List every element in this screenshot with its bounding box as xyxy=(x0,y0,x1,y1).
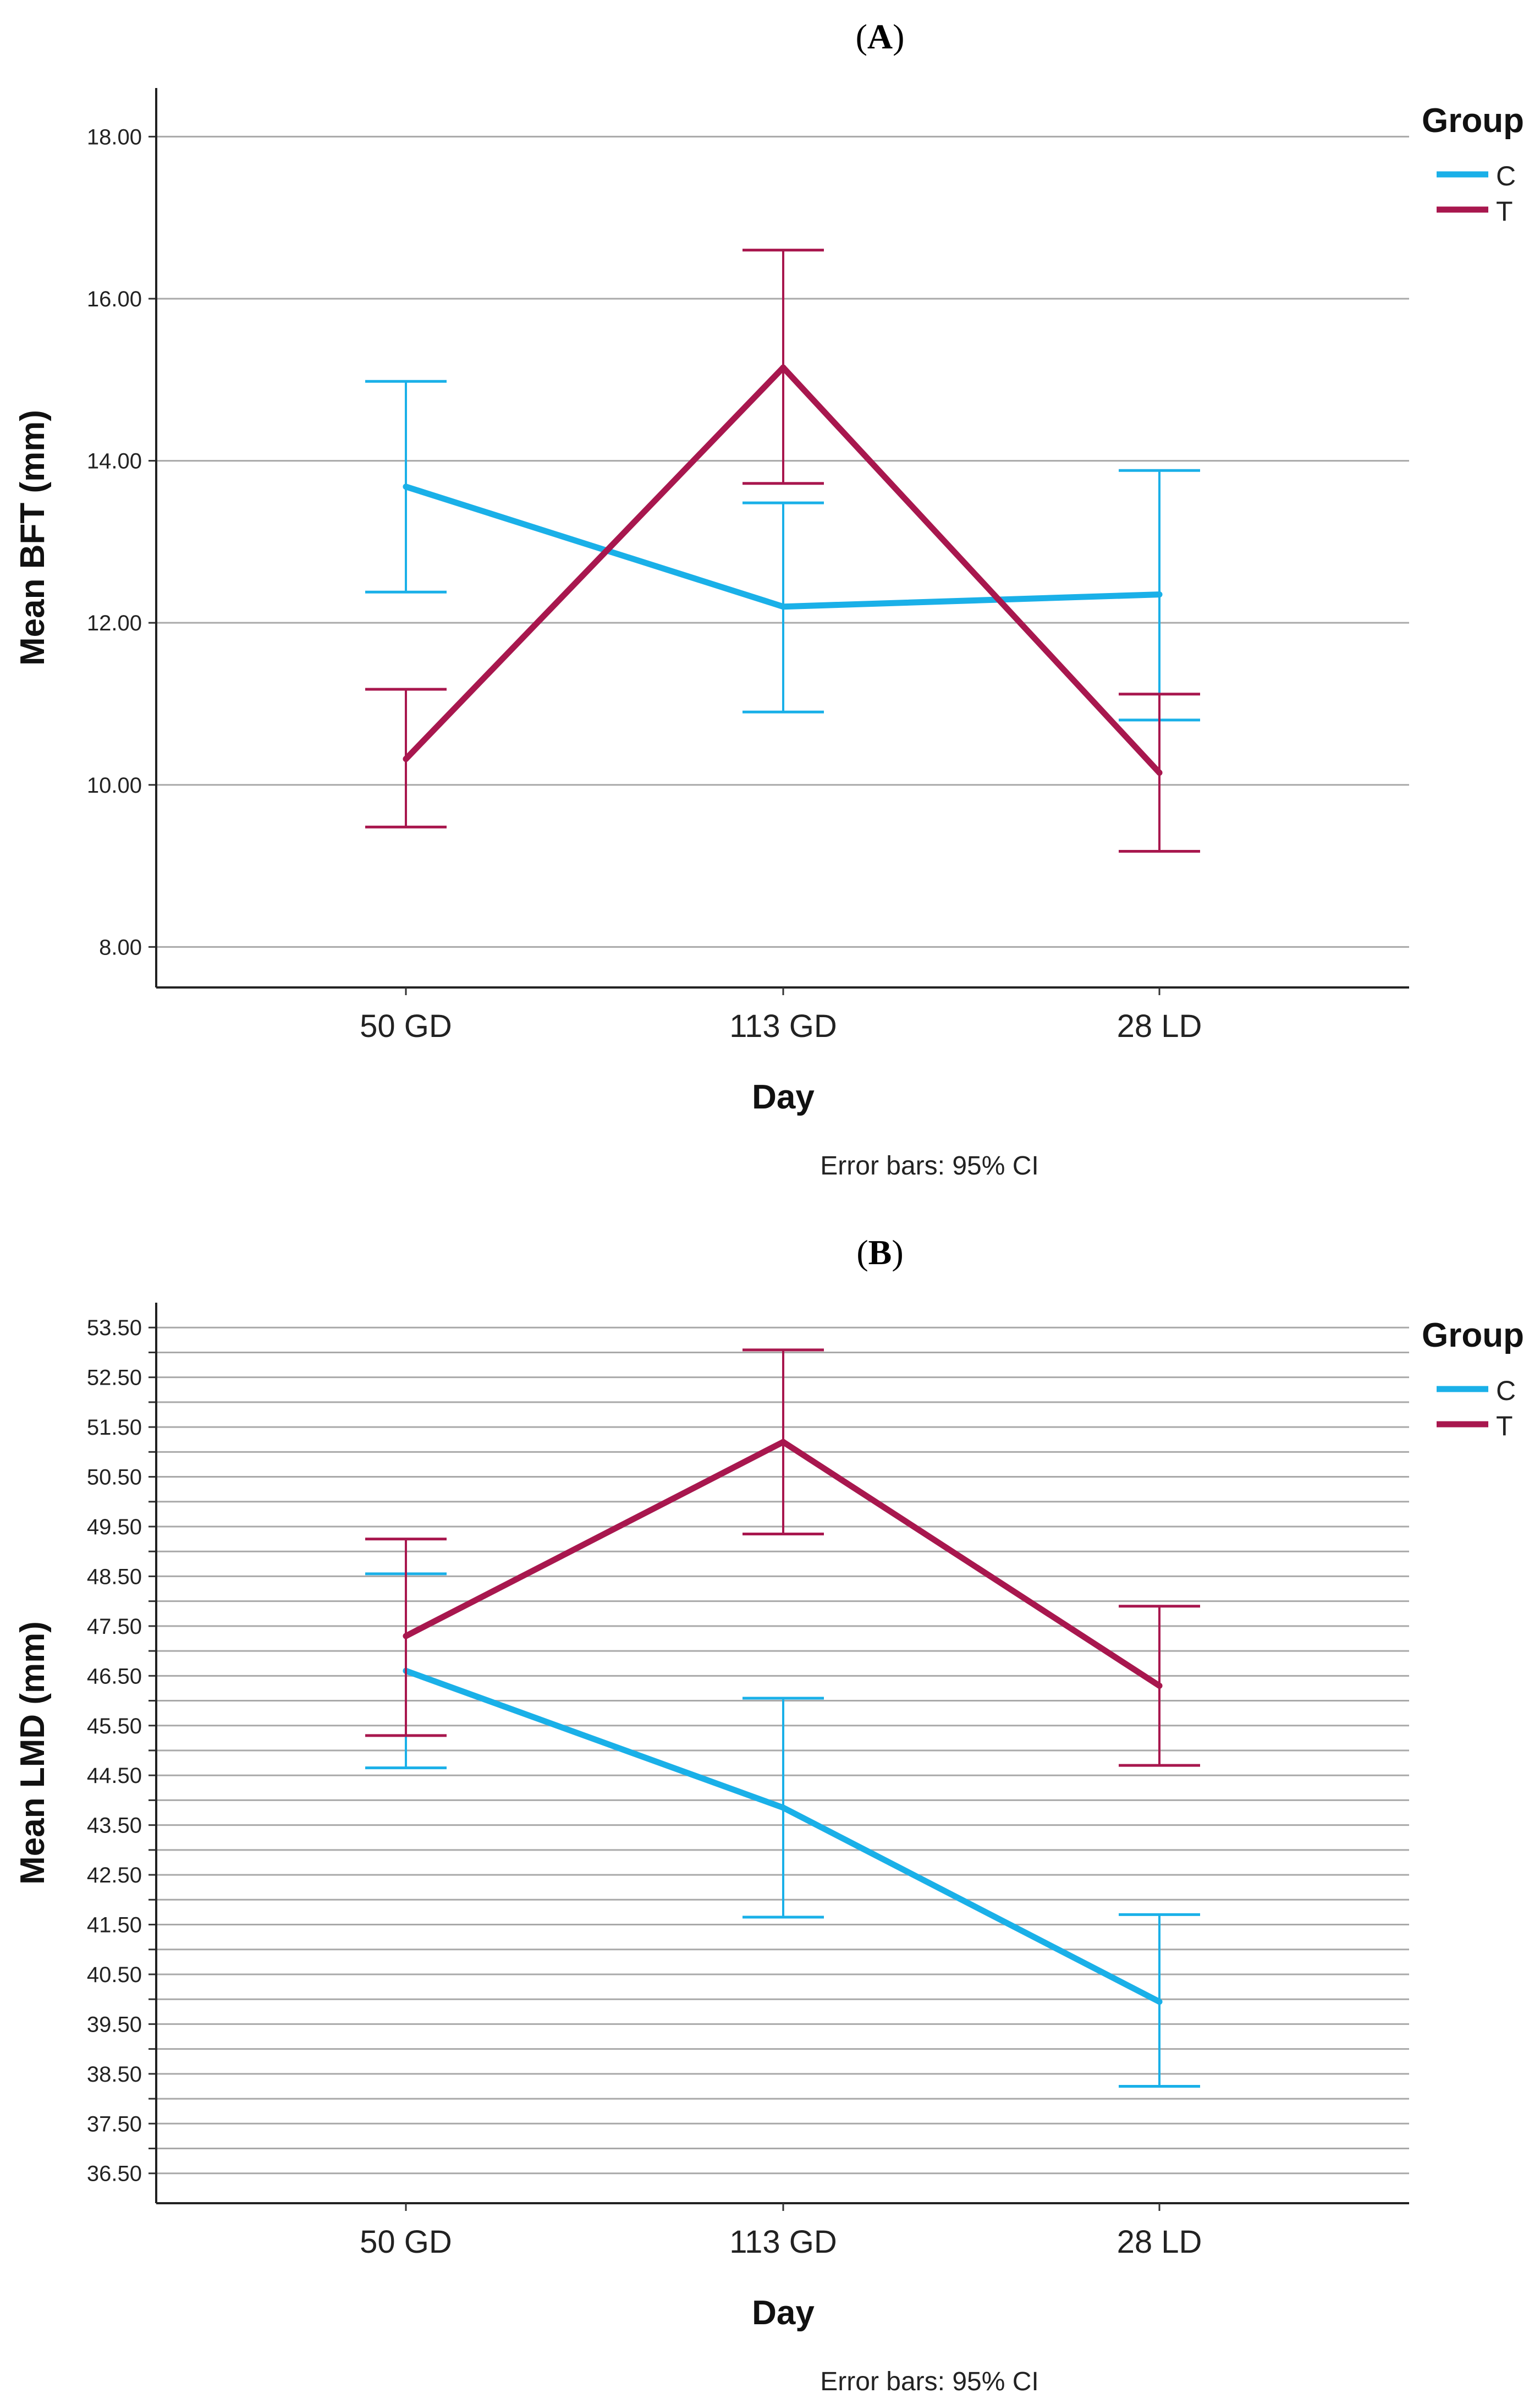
legend-label-t: T xyxy=(1496,1410,1513,1441)
data-point xyxy=(1156,591,1163,598)
legend-label-t: T xyxy=(1496,196,1513,227)
series-line-segment xyxy=(403,1667,787,1811)
x-axis-title: Day xyxy=(752,2294,815,2332)
series-line-segment xyxy=(780,364,1163,776)
y-tick-label: 52.50 xyxy=(87,1366,142,1390)
y-tick-label: 48.50 xyxy=(87,1565,142,1589)
data-point xyxy=(1156,1999,1163,2005)
series-c xyxy=(365,380,1200,722)
data-point xyxy=(1156,770,1163,776)
legend-label-c: C xyxy=(1496,161,1516,191)
chart-panel-b: (B) 36.50 37.50 38.50 39.50 40.50 41.50 42.50 43… xyxy=(14,1233,1524,2396)
series-line-segment xyxy=(780,1439,1163,1689)
data-point xyxy=(403,484,409,490)
data-point xyxy=(403,1633,409,1639)
y-tick-label: 37.50 xyxy=(87,2112,142,2136)
y-tick-label: 12.00 xyxy=(87,611,142,635)
y-tick-label: 8.00 xyxy=(99,935,142,959)
x-tick-label: 113 GD xyxy=(729,2224,837,2260)
y-tick-label: 42.50 xyxy=(87,1863,142,1887)
series-t xyxy=(365,249,1200,853)
legend-title: Group xyxy=(1422,1316,1524,1354)
y-tick-label: 50.50 xyxy=(87,1466,142,1490)
y-tick-label: 36.50 xyxy=(87,2162,142,2186)
y-tick-label: 46.50 xyxy=(87,1664,142,1688)
series-line-segment xyxy=(403,364,787,762)
y-tick-label: 18.00 xyxy=(87,125,142,149)
legend-title: Group xyxy=(1422,102,1524,140)
y-tick-label: 43.50 xyxy=(87,1814,142,1838)
series-line-segment xyxy=(780,1804,1163,2005)
series-line-segment xyxy=(403,484,787,610)
y-tick-label: 49.50 xyxy=(87,1515,142,1539)
y-tick-label: 16.00 xyxy=(87,287,142,311)
x-tick-label: 50 GD xyxy=(360,1008,452,1044)
chart-panel-a: (A) 8.00 10.00 12.00 14.00 16.00 18.00 50 GD 113… xyxy=(14,17,1524,1181)
data-point xyxy=(780,603,787,610)
data-point xyxy=(780,1804,787,1811)
y-tick-label: 44.50 xyxy=(87,1764,142,1788)
panel-title: (A) xyxy=(856,17,905,56)
y-tick-label: 14.00 xyxy=(87,449,142,474)
x-tick-label: 28 LD xyxy=(1117,2224,1202,2260)
legend-label-c: C xyxy=(1496,1375,1516,1406)
y-tick-label: 45.50 xyxy=(87,1714,142,1738)
x-tick-label: 28 LD xyxy=(1117,1008,1202,1044)
legend: Group CT xyxy=(1422,1316,1524,1441)
data-point xyxy=(403,756,409,762)
y-tick-label: 39.50 xyxy=(87,2012,142,2037)
y-tick-label: 40.50 xyxy=(87,1963,142,1987)
panel-title: (B) xyxy=(856,1233,903,1272)
y-tick-label: 10.00 xyxy=(87,773,142,798)
y-axis-title: Mean LMD (mm) xyxy=(14,1621,52,1885)
series-line-segment xyxy=(403,1439,787,1639)
series-t xyxy=(365,1348,1200,1767)
x-tick-label: 113 GD xyxy=(729,1008,837,1044)
data-point xyxy=(1156,1682,1163,1689)
x-axis-title: Day xyxy=(752,1078,815,1116)
y-tick-label: 47.50 xyxy=(87,1615,142,1639)
data-point xyxy=(780,364,787,371)
footnote: Error bars: 95% CI xyxy=(820,1151,1038,1181)
x-tick-label: 50 GD xyxy=(360,2224,452,2260)
y-tick-label: 38.50 xyxy=(87,2062,142,2087)
data-point xyxy=(780,1439,787,1445)
y-tick-label: 53.50 xyxy=(87,1316,142,1340)
footnote: Error bars: 95% CI xyxy=(820,2367,1038,2396)
series-line-segment xyxy=(780,591,1163,610)
y-tick-label: 41.50 xyxy=(87,1913,142,1938)
y-axis-title: Mean BFT (mm) xyxy=(14,410,52,666)
y-tick-label: 51.50 xyxy=(87,1415,142,1440)
legend: Group CT xyxy=(1422,102,1524,227)
